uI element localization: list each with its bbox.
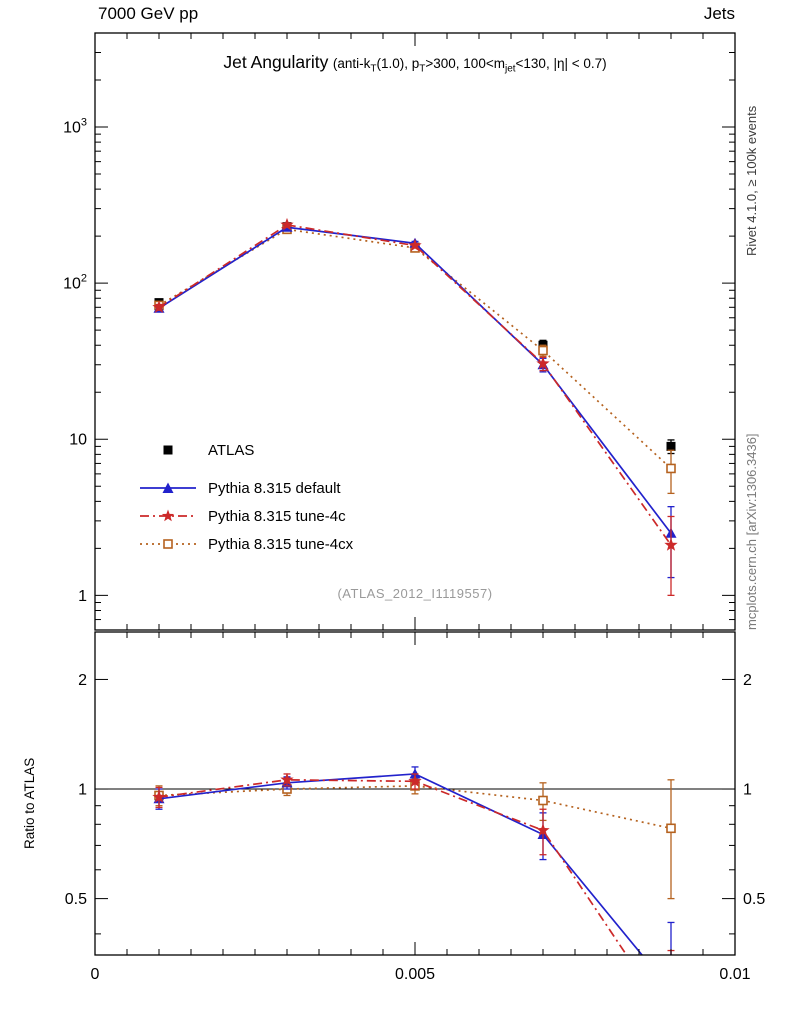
- main-panel-series: [152, 217, 678, 597]
- plot-title: Jet Angularity (anti-kT(1.0), pT>300, 10…: [95, 52, 735, 75]
- analysis-group-label: Jets: [703, 4, 735, 23]
- open-square-icon: [163, 539, 173, 549]
- rivet-version-label: Rivet 4.1.0, ≥ 100k events: [744, 105, 759, 256]
- star-icon: [161, 509, 175, 522]
- title-detail-text: (anti-k: [332, 56, 371, 71]
- legend-item-pythia-4c: Pythia 8.315 tune-4c: [138, 502, 353, 530]
- title-detail-text: >300, 100<m: [425, 56, 505, 71]
- title-detail-sub: jet: [504, 63, 516, 75]
- pythia-default-marker-icon: [140, 482, 196, 493]
- plot-title-name: Jet Angularity: [223, 52, 329, 72]
- mcplots-credit-label: mcplots.cern.ch [arXiv:1306.3436]: [744, 433, 759, 630]
- svg-text:1: 1: [78, 782, 87, 799]
- title-detail-text: <130, |η| < 0.7): [515, 56, 607, 71]
- legend-label: ATLAS: [208, 441, 255, 459]
- legend: ATLAS Pythia 8.315 default Pythia 8.315 …: [138, 436, 353, 558]
- svg-text:0.5: 0.5: [743, 891, 765, 908]
- title-detail-text: (1.0), p: [376, 56, 420, 71]
- legend-label: Pythia 8.315 tune-4cx: [208, 535, 354, 553]
- legend-item-atlas: ATLAS: [138, 436, 353, 464]
- legend-item-pythia-default: Pythia 8.315 default: [138, 474, 353, 502]
- filled-triangle-icon: [162, 482, 174, 493]
- plot-title-details: (anti-kT(1.0), pT>300, 100<mjet<130, |η|…: [332, 56, 607, 75]
- svg-text:10: 10: [69, 432, 87, 449]
- pythia-4c-marker-icon: [140, 509, 196, 522]
- svg-text:1: 1: [78, 588, 87, 605]
- beam-energy-label: 7000 GeV pp: [98, 4, 199, 23]
- svg-text:2: 2: [78, 672, 87, 689]
- legend-item-pythia-4cx: Pythia 8.315 tune-4cx: [138, 530, 353, 558]
- svg-text:103: 103: [63, 116, 87, 136]
- svg-text:1: 1: [743, 782, 752, 799]
- svg-text:0.01: 0.01: [719, 966, 750, 983]
- svg-text:0.005: 0.005: [395, 966, 435, 983]
- ratio-axis-title: Ratio to ATLAS: [22, 757, 37, 849]
- legend-label: Pythia 8.315 tune-4c: [208, 507, 346, 525]
- filled-square-icon: [163, 445, 173, 455]
- analysis-id-watermark: (ATLAS_2012_I1119557): [337, 586, 493, 601]
- svg-text:102: 102: [63, 273, 87, 293]
- ratio-panel-series: [152, 766, 676, 955]
- svg-text:2: 2: [743, 672, 752, 689]
- legend-label: Pythia 8.315 default: [208, 479, 341, 497]
- title-detail-sub: T: [370, 63, 377, 75]
- svg-text:0.5: 0.5: [65, 891, 87, 908]
- svg-text:0: 0: [91, 966, 100, 983]
- atlas-marker-icon: [163, 445, 173, 455]
- title-detail-sub: T: [419, 63, 426, 75]
- pythia-4cx-marker-icon: [140, 539, 196, 549]
